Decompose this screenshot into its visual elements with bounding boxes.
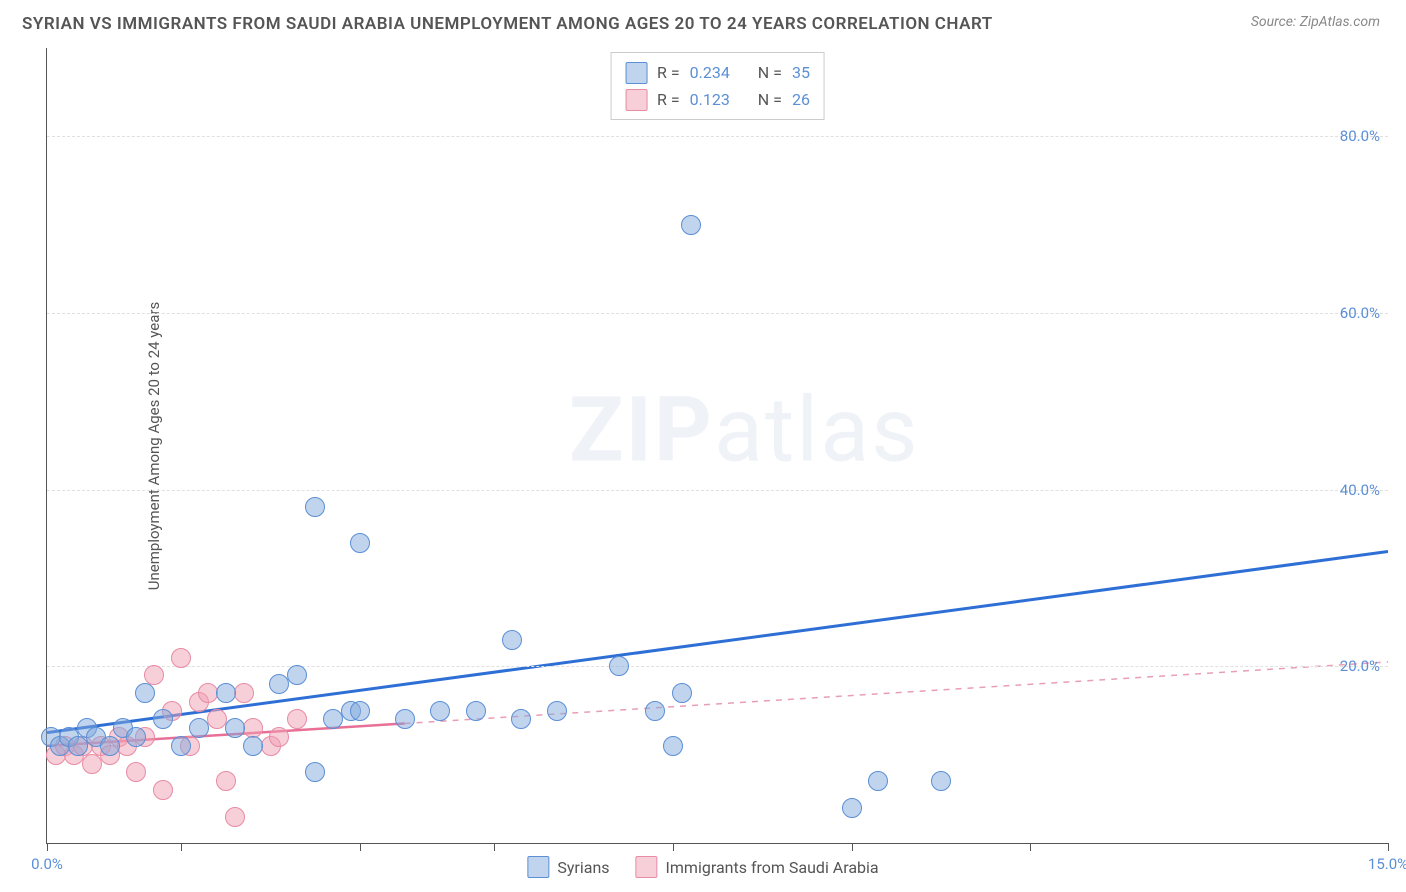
data-point [842, 798, 862, 818]
data-point [609, 656, 629, 676]
data-point [126, 727, 146, 747]
swatch-blue-icon [527, 856, 549, 878]
data-point [225, 718, 245, 738]
data-point [171, 736, 191, 756]
swatch-pink-icon [625, 89, 647, 111]
data-point [82, 754, 102, 774]
x-tick [1030, 843, 1031, 851]
data-point [216, 771, 236, 791]
legend-row-saudi: R = 0.123 N = 26 [625, 86, 810, 113]
n-value-saudi: 26 [792, 86, 810, 113]
r-value-saudi: 0.123 [690, 86, 730, 113]
y-tick-label: 40.0% [1340, 481, 1380, 499]
source-label: Source: ZipAtlas.com [1251, 14, 1380, 30]
data-point [189, 718, 209, 738]
legend-row-syrians: R = 0.234 N = 35 [625, 59, 810, 86]
data-point [350, 533, 370, 553]
data-point [672, 683, 692, 703]
legend-label-syrians: Syrians [557, 858, 609, 877]
n-label: N = [758, 59, 782, 86]
data-point [234, 683, 254, 703]
data-point [287, 709, 307, 729]
data-point [931, 771, 951, 791]
watermark-bold: ZIP [569, 377, 714, 482]
gridline [47, 666, 1388, 667]
watermark-light: atlas [714, 377, 920, 482]
x-tick-label: 15.0% [1368, 855, 1406, 873]
data-point [269, 674, 289, 694]
data-point [305, 497, 325, 517]
data-point [153, 780, 173, 800]
gridline [47, 490, 1388, 491]
data-point [681, 215, 701, 235]
r-value-syrians: 0.234 [690, 59, 730, 86]
x-tick [673, 843, 674, 851]
y-tick-label: 60.0% [1340, 304, 1380, 322]
y-tick-label: 20.0% [1340, 657, 1380, 675]
data-point [126, 762, 146, 782]
data-point [511, 709, 531, 729]
data-point [868, 771, 888, 791]
x-tick [360, 843, 361, 851]
r-label: R = [657, 59, 680, 86]
r-label: R = [657, 86, 680, 113]
x-tick [494, 843, 495, 851]
data-point [243, 736, 263, 756]
data-point [216, 683, 236, 703]
data-point [645, 701, 665, 721]
x-tick [47, 843, 48, 851]
x-tick [852, 843, 853, 851]
x-tick [1388, 843, 1389, 851]
y-tick-label: 80.0% [1340, 127, 1380, 145]
series-legend: Syrians Immigrants from Saudi Arabia [527, 856, 878, 878]
data-point [225, 807, 245, 827]
data-point [350, 701, 370, 721]
data-point [135, 683, 155, 703]
gridline [47, 136, 1388, 137]
data-point [305, 762, 325, 782]
data-point [153, 709, 173, 729]
data-point [395, 709, 415, 729]
data-point [502, 630, 522, 650]
data-point [287, 665, 307, 685]
data-point [466, 701, 486, 721]
x-tick-label: 0.0% [31, 855, 63, 873]
data-point [663, 736, 683, 756]
legend-label-saudi: Immigrants from Saudi Arabia [666, 858, 879, 877]
correlation-legend: R = 0.234 N = 35 R = 0.123 N = 26 [610, 52, 825, 120]
legend-item-syrians: Syrians [527, 856, 609, 878]
x-tick [181, 843, 182, 851]
chart-title: SYRIAN VS IMMIGRANTS FROM SAUDI ARABIA U… [22, 14, 993, 34]
swatch-blue-icon [625, 62, 647, 84]
gridline [47, 313, 1388, 314]
data-point [323, 709, 343, 729]
n-value-syrians: 35 [792, 59, 810, 86]
plot-area: ZIPatlas R = 0.234 N = 35 R = 0.123 N = … [46, 48, 1388, 844]
swatch-pink-icon [636, 856, 658, 878]
n-label: N = [758, 86, 782, 113]
data-point [171, 648, 191, 668]
data-point [547, 701, 567, 721]
watermark: ZIPatlas [569, 377, 920, 482]
data-point [430, 701, 450, 721]
data-point [269, 727, 289, 747]
data-point [68, 736, 88, 756]
data-point [100, 736, 120, 756]
legend-item-saudi: Immigrants from Saudi Arabia [636, 856, 879, 878]
